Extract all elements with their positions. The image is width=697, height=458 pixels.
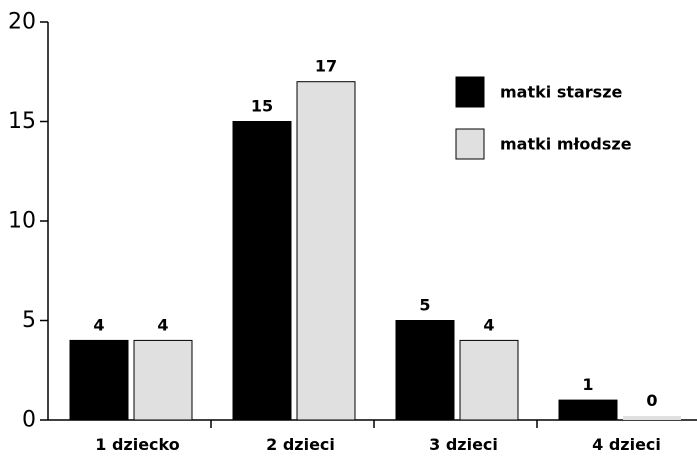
data-label: 15 <box>251 97 273 116</box>
y-tick-label: 20 <box>8 10 36 35</box>
category-label: 4 dzieci <box>592 435 661 454</box>
bar-starsze-3 <box>558 399 618 421</box>
legend-swatch <box>455 128 485 160</box>
bar-mlodsze-3 <box>623 416 681 420</box>
legend: matki starsze matki młodsze <box>455 76 632 160</box>
y-ticks: 0 5 10 15 20 <box>8 10 48 433</box>
category-label: 1 dziecko <box>95 435 180 454</box>
y-tick-label: 0 <box>22 408 36 433</box>
legend-label: matki młodsze <box>500 135 632 154</box>
bars <box>69 81 681 421</box>
bar-mlodsze-2 <box>459 339 519 421</box>
data-label: 0 <box>646 391 657 410</box>
bar-mlodsze-0 <box>133 339 193 421</box>
category-labels: 1 dziecko 2 dzieci 3 dzieci 4 dzieci <box>95 435 661 454</box>
category-label: 3 dzieci <box>429 435 498 454</box>
y-tick-label: 10 <box>8 209 36 234</box>
bar-starsze-0 <box>69 339 129 421</box>
data-labels: 4 15 5 1 4 17 4 0 <box>93 57 657 410</box>
data-label: 17 <box>315 57 337 76</box>
legend-swatch <box>455 76 485 108</box>
bar-starsze-1 <box>232 121 292 421</box>
bar-starsze-2 <box>395 320 455 421</box>
data-label: 5 <box>419 296 430 315</box>
y-tick-label: 15 <box>8 109 36 134</box>
data-label: 1 <box>582 375 593 394</box>
y-tick-label: 5 <box>22 308 36 333</box>
data-label: 4 <box>93 315 104 334</box>
legend-label: matki starsze <box>500 83 623 102</box>
bar-mlodsze-1 <box>296 81 356 421</box>
data-label: 4 <box>157 315 168 334</box>
category-label: 2 dzieci <box>266 435 335 454</box>
x-ticks <box>210 420 538 428</box>
data-label: 4 <box>483 315 494 334</box>
